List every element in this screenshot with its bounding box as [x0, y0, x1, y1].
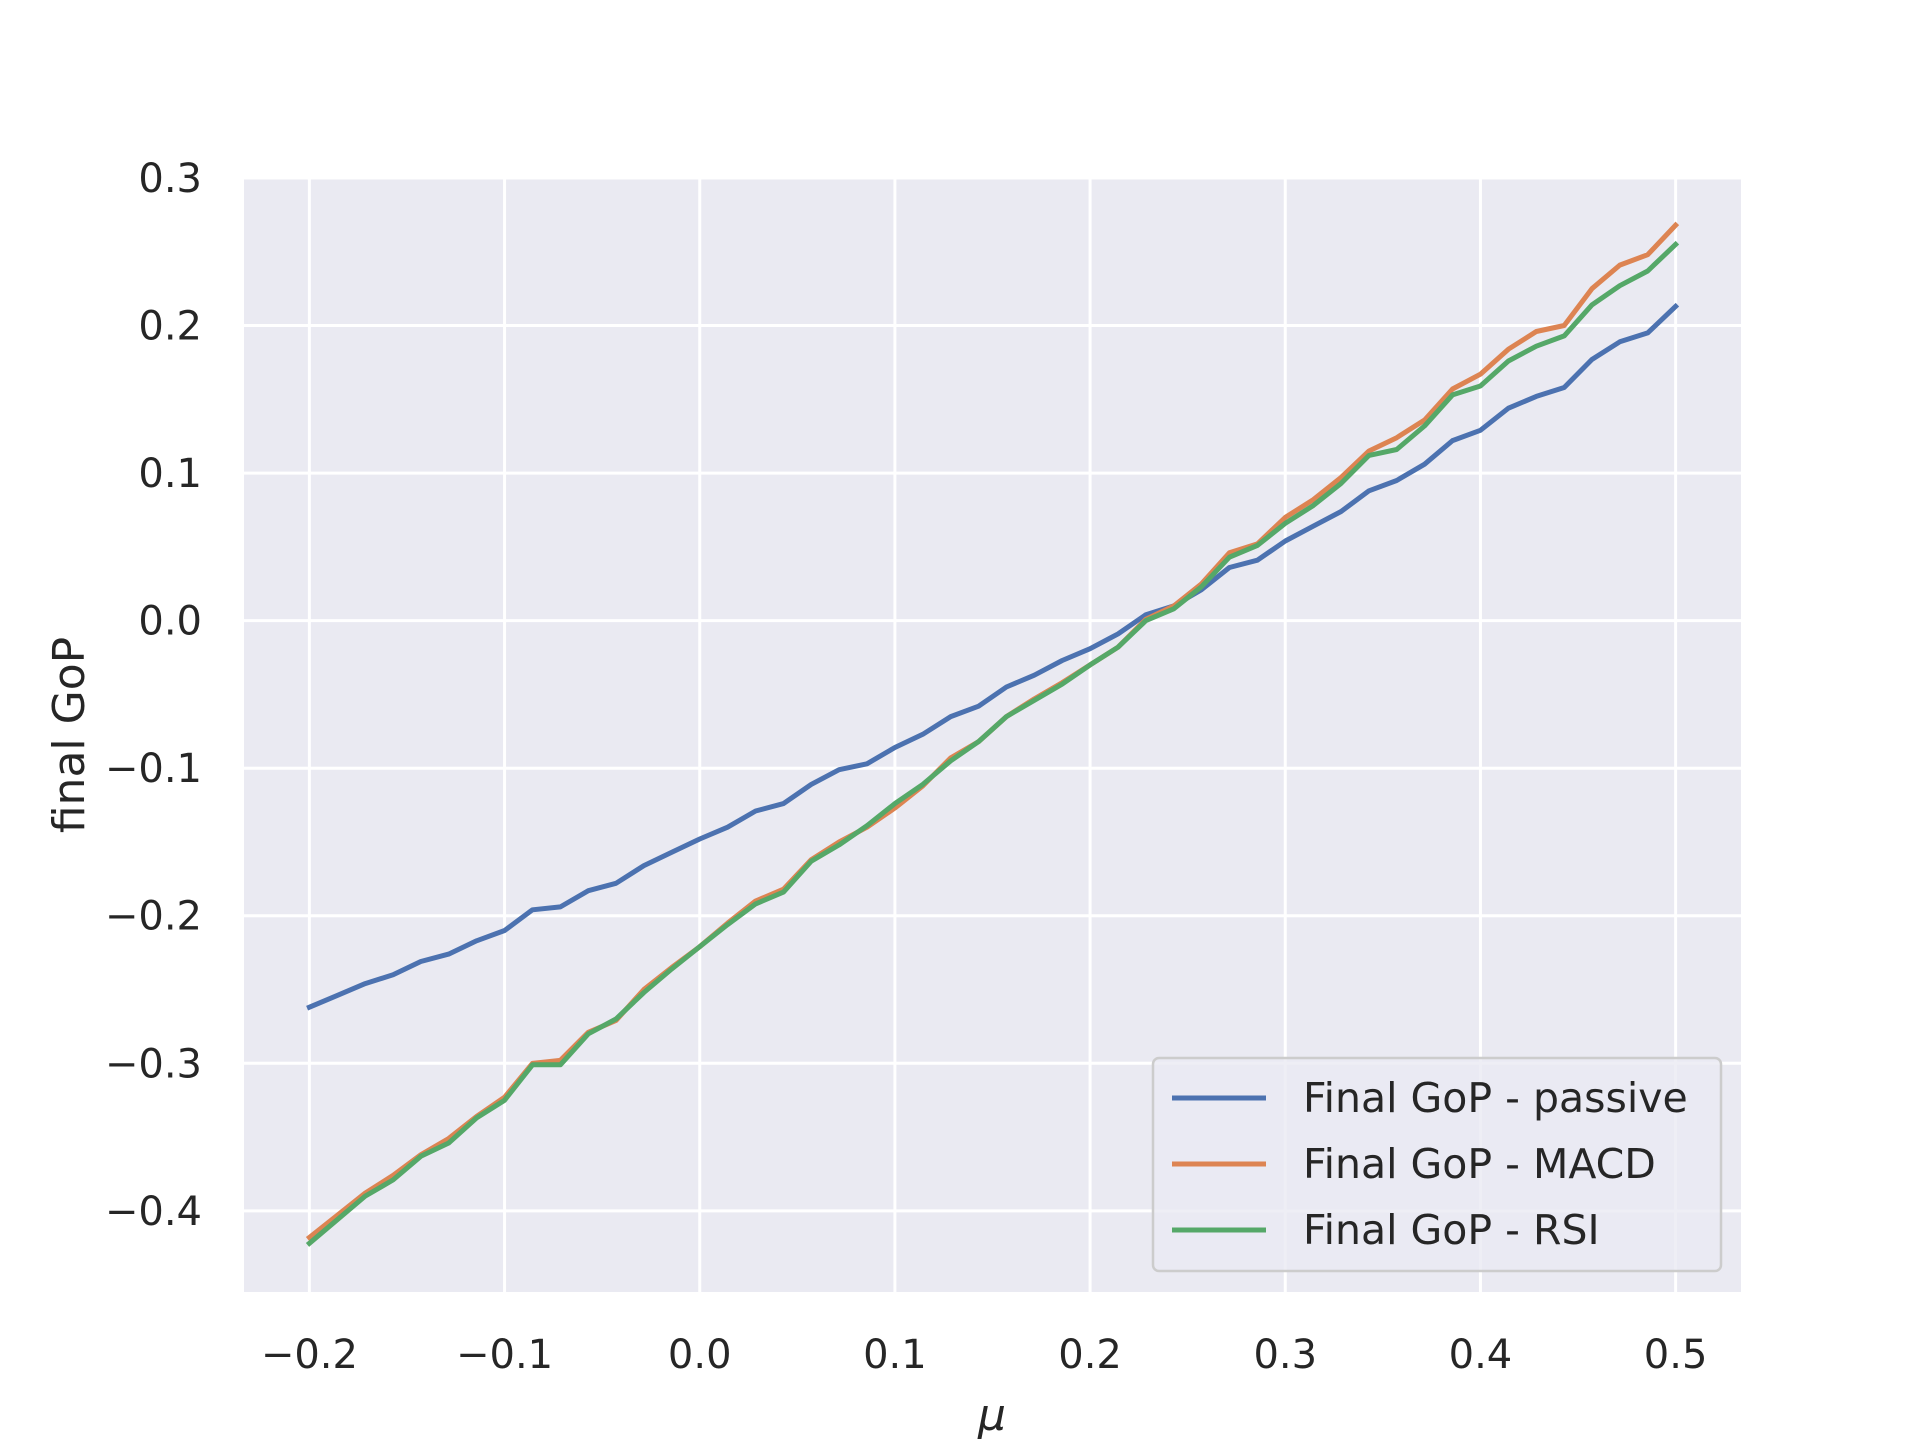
x-tick-label: 0.5 — [1644, 1332, 1708, 1378]
series-line-1 — [306, 302, 1680, 1011]
x-tick-label: −0.1 — [456, 1332, 553, 1378]
y-tick-label: −0.3 — [105, 1041, 202, 1087]
series-lines — [305, 221, 1680, 1247]
y-axis-title: final GoP — [44, 637, 95, 833]
y-tick-label: 0.2 — [138, 304, 202, 350]
y-tick-label: 0.1 — [138, 451, 202, 497]
y-tick-labels: −0.4 −0.3 −0.2 −0.1 0.0 0.1 0.2 0.3 — [105, 156, 202, 1235]
x-axis-title: μ — [977, 1390, 1006, 1440]
x-tick-label: 0.2 — [1058, 1332, 1122, 1378]
x-tick-label: 0.3 — [1253, 1332, 1317, 1378]
x-tick-label: −0.2 — [261, 1332, 358, 1378]
y-tick-label: −0.4 — [105, 1189, 202, 1235]
y-tick-label: −0.1 — [105, 746, 202, 792]
x-tick-label: 0.4 — [1449, 1332, 1513, 1378]
legend-entries: Final GoP - passive Final GoP - MACD Final… — [1172, 1074, 1688, 1254]
legend: Final GoP - passive Final GoP - MACD Final… — [1151, 1056, 1723, 1273]
legend-box — [1151, 1056, 1723, 1273]
legend-label-3: Final GoP - RSI — [1303, 1206, 1600, 1254]
legend-label-2: Final GoP - MACD — [1303, 1140, 1656, 1188]
x-tick-label: 0.1 — [863, 1332, 927, 1378]
y-tick-label: 0.0 — [138, 599, 202, 645]
series-line-3 — [305, 240, 1680, 1247]
x-tick-labels: −0.2 −0.1 0.0 0.1 0.2 0.3 0.4 0.5 — [261, 1332, 1708, 1378]
y-tick-label: −0.2 — [105, 894, 202, 940]
y-tick-label: 0.3 — [138, 156, 202, 202]
x-tick-label: 0.0 — [668, 1332, 732, 1378]
legend-label-1: Final GoP - passive — [1303, 1074, 1688, 1122]
